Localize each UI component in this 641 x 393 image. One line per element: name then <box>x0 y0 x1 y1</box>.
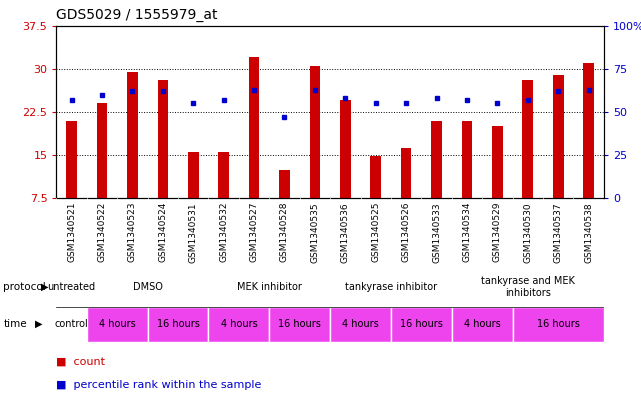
Text: 4 hours: 4 hours <box>99 319 136 329</box>
Text: GDS5029 / 1555979_at: GDS5029 / 1555979_at <box>56 7 218 22</box>
Text: GSM1340530: GSM1340530 <box>523 202 532 263</box>
Text: GSM1340533: GSM1340533 <box>432 202 441 263</box>
Bar <box>279 170 290 198</box>
Text: ▶: ▶ <box>41 282 49 292</box>
Text: GSM1340527: GSM1340527 <box>249 202 258 263</box>
Text: tankyrase inhibitor: tankyrase inhibitor <box>345 282 437 292</box>
Text: tankyrase and MEK
inhibitors: tankyrase and MEK inhibitors <box>481 276 575 298</box>
Text: untreated: untreated <box>47 282 96 292</box>
Bar <box>66 121 77 198</box>
Bar <box>330 307 391 342</box>
Text: 16 hours: 16 hours <box>537 319 579 329</box>
Text: 16 hours: 16 hours <box>400 319 443 329</box>
Text: control: control <box>54 319 88 329</box>
Text: ▶: ▶ <box>35 319 43 329</box>
Bar <box>249 57 260 198</box>
Bar <box>56 307 87 342</box>
Text: 4 hours: 4 hours <box>221 319 257 329</box>
Bar <box>310 66 320 198</box>
Bar <box>462 121 472 198</box>
Bar <box>269 307 330 342</box>
Text: MEK inhibitor: MEK inhibitor <box>237 282 302 292</box>
Text: GSM1340537: GSM1340537 <box>554 202 563 263</box>
Text: DMSO: DMSO <box>133 282 163 292</box>
Bar <box>147 307 208 342</box>
Bar <box>97 103 107 198</box>
Bar <box>522 80 533 198</box>
Bar <box>208 307 269 342</box>
Text: GSM1340525: GSM1340525 <box>371 202 380 263</box>
Text: GSM1340534: GSM1340534 <box>462 202 472 263</box>
Text: GSM1340526: GSM1340526 <box>402 202 411 263</box>
Text: 16 hours: 16 hours <box>278 319 321 329</box>
Text: GSM1340524: GSM1340524 <box>158 202 167 262</box>
Text: GSM1340522: GSM1340522 <box>97 202 106 262</box>
Text: ■  count: ■ count <box>56 356 105 367</box>
Text: GSM1340532: GSM1340532 <box>219 202 228 263</box>
Bar <box>391 307 452 342</box>
Bar <box>513 307 604 342</box>
Text: GSM1340521: GSM1340521 <box>67 202 76 263</box>
Text: GSM1340529: GSM1340529 <box>493 202 502 263</box>
Bar <box>127 72 138 198</box>
Text: GSM1340535: GSM1340535 <box>310 202 319 263</box>
Text: 4 hours: 4 hours <box>464 319 501 329</box>
Bar <box>553 75 563 198</box>
Text: ■  percentile rank within the sample: ■ percentile rank within the sample <box>56 380 262 390</box>
Text: protocol: protocol <box>3 282 46 292</box>
Bar <box>401 148 412 198</box>
Bar <box>340 101 351 198</box>
Bar <box>583 63 594 198</box>
Text: GSM1340523: GSM1340523 <box>128 202 137 263</box>
Bar <box>87 307 147 342</box>
Text: time: time <box>3 319 27 329</box>
Bar <box>219 152 229 198</box>
Bar <box>188 152 199 198</box>
Text: GSM1340531: GSM1340531 <box>188 202 198 263</box>
Text: 16 hours: 16 hours <box>156 319 199 329</box>
Bar <box>492 127 503 198</box>
Bar <box>431 121 442 198</box>
Text: 4 hours: 4 hours <box>342 319 379 329</box>
Text: GSM1340536: GSM1340536 <box>341 202 350 263</box>
Text: GSM1340528: GSM1340528 <box>280 202 289 263</box>
Bar <box>370 156 381 198</box>
Bar <box>452 307 513 342</box>
Text: GSM1340538: GSM1340538 <box>584 202 593 263</box>
Bar <box>158 80 168 198</box>
